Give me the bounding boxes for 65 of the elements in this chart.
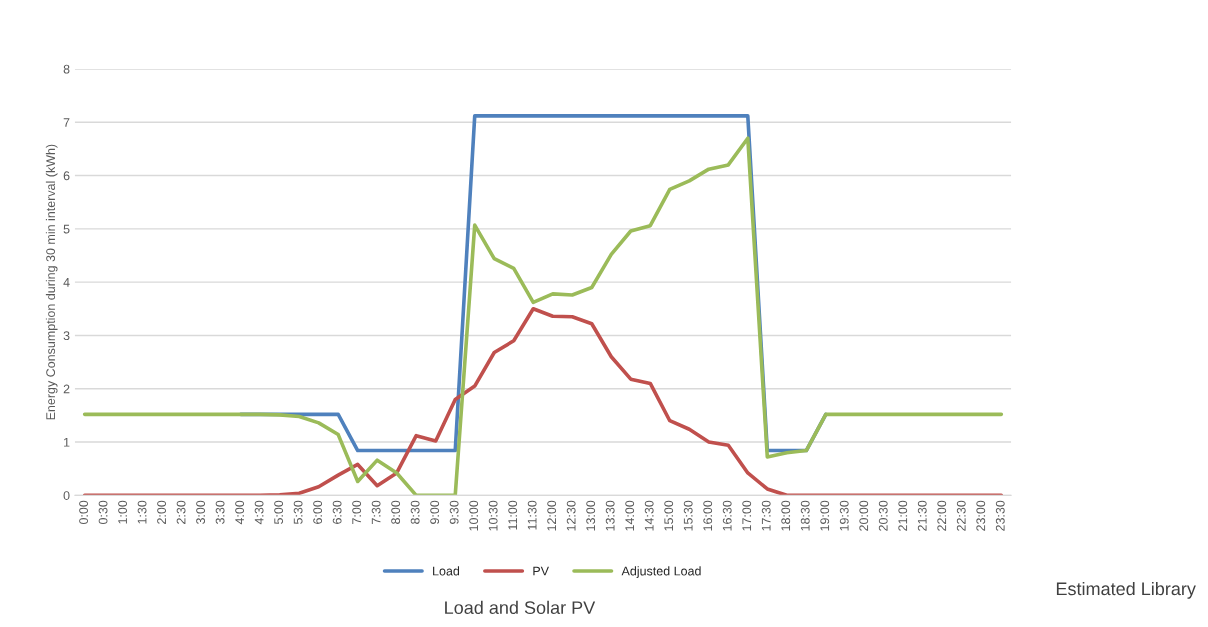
x-tick-label: 5:30 [293, 500, 303, 525]
y-tick-label: 0 [63, 491, 70, 500]
x-tick-label: 23:00 [976, 500, 986, 531]
x-tick-label: 13:00 [586, 500, 596, 531]
x-tick-label: 4:30 [254, 500, 264, 525]
x-tick-label: 3:30 [215, 500, 225, 525]
y-tick-label: 8 [63, 64, 70, 74]
x-tick-label: 13:30 [605, 500, 615, 531]
x-tick-label: 18:00 [781, 500, 791, 531]
text: Load and Solar PV [445, 600, 596, 615]
x-tick-label: 10:30 [488, 500, 498, 531]
legend-label: PV [533, 566, 549, 576]
x-tick-label: 20:00 [859, 500, 869, 531]
y-tick-label: 7 [63, 118, 70, 127]
y-tick-label: 6 [63, 171, 70, 181]
x-tick-label: 7:30 [371, 500, 381, 524]
x-tick-label: 6:30 [332, 500, 342, 524]
x-tick-label: 14:00 [625, 500, 635, 531]
x-tick-label: 0:30 [98, 500, 108, 525]
x-tick-label: 11:00 [508, 500, 518, 530]
x-tick-label: 1:30 [137, 500, 147, 524]
x-tick-label: 5:00 [274, 500, 284, 525]
x-tick-label: 15:30 [683, 500, 693, 531]
x-tick-label: 11:30 [527, 500, 537, 530]
x-tick-label: 2:00 [157, 500, 167, 524]
x-tick-label: 23:30 [995, 500, 1005, 531]
y-tick-label: 3 [63, 331, 70, 341]
x-tick-label: 12:00 [547, 500, 557, 531]
y-tick-label: 2 [63, 384, 70, 394]
x-tick-label: 4:00 [235, 500, 245, 525]
x-tick-label: 6:00 [313, 500, 323, 524]
x-tick-label: 17:00 [742, 500, 752, 531]
x-tick-label: 21:30 [917, 500, 927, 531]
x-tick-label: 14:30 [644, 500, 654, 531]
x-tick-label: 15:00 [664, 500, 674, 531]
x-tick-label: 17:30 [761, 500, 771, 531]
x-tick-label: 18:30 [800, 500, 810, 531]
x-tick-label: 22:00 [937, 500, 947, 531]
x-tick-label: 22:30 [956, 500, 966, 531]
x-tick-label: 20:30 [878, 500, 888, 531]
x-tick-label: 2:30 [176, 500, 186, 524]
text: Estimated Library [1056, 581, 1196, 599]
x-tick-label: 21:00 [898, 500, 908, 531]
x-tick-label: 19:30 [839, 500, 849, 531]
legend-label: Adjusted Load [621, 566, 701, 578]
x-tick-label: 8:30 [410, 500, 420, 524]
x-tick-label: 1:00 [118, 500, 128, 524]
line-series [82, 306, 1004, 496]
x-tick-label: 9:30 [449, 500, 459, 524]
x-tick-label: 10:00 [469, 500, 479, 531]
y-tick-label: 5 [63, 224, 70, 234]
line-series [82, 136, 1004, 496]
x-tick-label: 16:00 [703, 500, 713, 531]
x-tick-label: 16:30 [722, 500, 732, 531]
y-tick-label: 4 [63, 278, 70, 287]
x-tick-label: 9:00 [430, 500, 440, 524]
legend-label: Load [433, 566, 460, 576]
x-tick-label: 3:00 [196, 500, 206, 525]
y-tick-label: 1 [64, 437, 70, 447]
x-tick-label: 0:00 [79, 500, 88, 525]
x-tick-label: 12:30 [566, 500, 576, 531]
x-tick-label: 8:00 [391, 500, 401, 524]
x-tick-label: 19:00 [820, 500, 830, 531]
x-tick-label: 7:00 [352, 500, 362, 524]
y-axis-title: Energy Consumption during 30 min interval (kWh) [45, 144, 58, 420]
